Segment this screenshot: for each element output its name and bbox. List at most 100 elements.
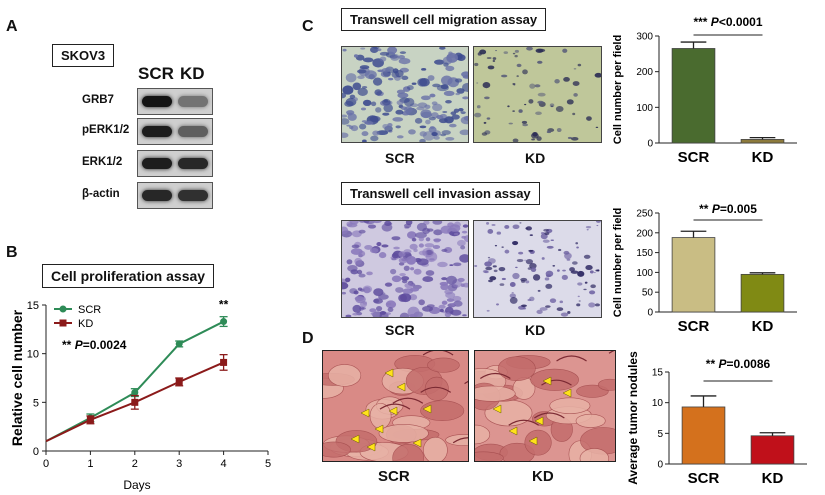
cell (577, 63, 582, 67)
intestine-loop (378, 424, 429, 443)
bar-kd (750, 435, 795, 465)
blot-band-scr (142, 158, 172, 169)
cell (388, 77, 394, 81)
blood-vessel (541, 379, 572, 386)
cell (544, 232, 550, 235)
intestine-loop (427, 357, 460, 373)
cell (483, 121, 487, 124)
cell (504, 224, 510, 229)
stat-p-value: =0.005 (720, 202, 757, 216)
cell (546, 245, 554, 249)
cell (361, 131, 369, 137)
cell (424, 104, 431, 109)
blood-vessel (464, 380, 468, 385)
cell (342, 114, 348, 118)
cell (362, 99, 372, 106)
migration-bar-chart: 0 100 200 300 Cell number per field SCR KD *** … (612, 15, 797, 166)
x-tick-label: 3 (176, 458, 182, 470)
cell (487, 256, 491, 259)
cell (345, 314, 352, 317)
cell (342, 226, 349, 235)
cell (518, 109, 523, 113)
cell (354, 257, 363, 265)
day4-significance-marker: ** (219, 298, 229, 312)
cell (401, 276, 410, 281)
cell (445, 99, 452, 104)
cell (440, 84, 449, 90)
intestine-loop (323, 441, 351, 458)
stat-annotation: ** P=0.0024 (62, 338, 127, 352)
cell (484, 96, 490, 100)
cell (496, 303, 499, 306)
y-tick-label: 0 (647, 308, 653, 319)
cell (558, 248, 562, 252)
cell (444, 312, 451, 317)
cell (530, 267, 537, 273)
cell (419, 125, 427, 129)
cell (560, 312, 569, 317)
category-label: SCR (678, 149, 710, 166)
cell (491, 223, 496, 226)
blot-row (137, 182, 213, 209)
invasion-scr-label: SCR (385, 322, 415, 338)
cell (492, 60, 496, 62)
cell (514, 49, 520, 53)
cell (485, 266, 493, 271)
cell (345, 73, 357, 83)
invasion-kd-micrograph (473, 220, 602, 318)
cell (404, 282, 414, 289)
cell (443, 62, 449, 67)
cell (526, 47, 533, 51)
cell (441, 300, 448, 305)
cell (385, 300, 397, 309)
cell (352, 304, 362, 313)
cell (409, 243, 418, 250)
cell (384, 282, 393, 287)
stat-stars: *** (693, 15, 710, 29)
cell (403, 249, 412, 254)
cell (578, 300, 581, 302)
cell (342, 132, 349, 138)
cell (342, 92, 347, 99)
cell (404, 226, 410, 229)
cell (362, 139, 367, 142)
intestine-loop (475, 424, 491, 445)
cell (342, 282, 349, 290)
cell (359, 301, 368, 308)
tumor-scr-label: SCR (378, 468, 410, 485)
cell (390, 53, 400, 61)
cell (459, 254, 468, 263)
cell (594, 72, 601, 78)
y-tick-label: 10 (652, 398, 664, 409)
cell (586, 116, 592, 121)
cell (444, 289, 453, 295)
cell (512, 83, 516, 85)
cell (398, 57, 411, 65)
cell (347, 113, 357, 121)
cell (373, 288, 384, 297)
y-tick-label: 100 (636, 103, 653, 114)
cell (431, 112, 439, 119)
cell (418, 243, 424, 248)
cell (360, 107, 367, 111)
y-tick-label: 50 (642, 288, 654, 299)
cell (342, 291, 347, 295)
cell (379, 311, 387, 315)
cell (417, 78, 428, 87)
cell (429, 93, 436, 98)
cell (416, 222, 428, 232)
blot-row (137, 118, 213, 145)
cell (409, 294, 418, 301)
cell (419, 138, 426, 142)
cell (344, 100, 354, 107)
blot-band-kd (178, 126, 208, 137)
cell (379, 51, 390, 56)
cell (387, 47, 398, 55)
blood-vessel (422, 351, 454, 356)
cell (376, 242, 382, 247)
cell (508, 122, 513, 125)
cell (529, 83, 536, 89)
cell (462, 224, 468, 228)
cell (457, 277, 465, 282)
cell (450, 309, 462, 316)
